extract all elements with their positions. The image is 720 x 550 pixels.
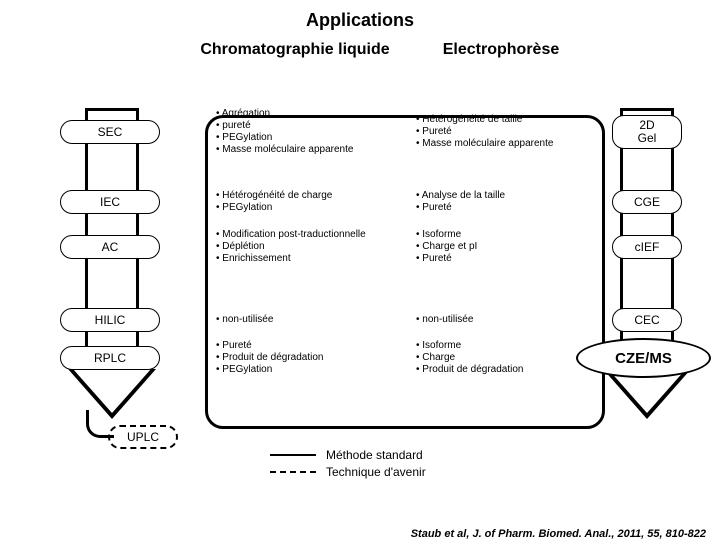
label-iec: IEC [60, 190, 160, 214]
ep-rplc: • Isoforme • Charge • Produit de dégrada… [416, 340, 596, 376]
label-czems: CZE/MS [576, 338, 711, 378]
middle-panel [205, 115, 605, 429]
label-hilic: HILIC [60, 308, 160, 332]
label-ac: AC [60, 235, 160, 259]
lc-rplc: • Pureté • Produit de dégradation • PEGy… [216, 340, 396, 376]
label-2dgel: 2D Gel [612, 115, 682, 149]
lc-hilic: • non-utilisée [216, 314, 396, 326]
row-hilic: HILIC • non-utilisée • non-utilisée CEC [0, 308, 720, 332]
page-title: Applications [0, 10, 720, 31]
lc-iec: • Hétérogénéité de charge • PEGylation [216, 190, 396, 214]
lc-ac: • Modification post-traductionnelle • Dé… [216, 229, 396, 265]
label-cge: CGE [612, 190, 682, 214]
dashed-line-icon [270, 471, 316, 473]
lc-sec: • Agrégation • pureté • PEGylation • Mas… [216, 108, 396, 156]
left-arrow-head-fill [73, 369, 151, 413]
row-sec: SEC • Agrégation • pureté • PEGylation •… [0, 120, 720, 144]
label-cief: cIEF [612, 235, 682, 259]
label-rplc: RPLC [60, 346, 160, 370]
label-uplc: UPLC [108, 425, 178, 449]
row-rplc: RPLC • Pureté • Produit de dégradation •… [0, 346, 720, 370]
legend-dashed: Technique d'avenir [270, 465, 426, 479]
legend-solid: Méthode standard [270, 448, 426, 462]
label-cec: CEC [612, 308, 682, 332]
header-ep: Electrophorèse [406, 41, 596, 59]
column-headers: Chromatographie liquide Electrophorèse [0, 41, 720, 59]
ep-hilic: • non-utilisée [416, 314, 596, 326]
legend: Méthode standard Technique d'avenir [270, 448, 426, 482]
label-sec: SEC [60, 120, 160, 144]
ep-sec: • Hétérogénéité de taille • Pureté • Mas… [416, 114, 596, 150]
legend-dashed-text: Technique d'avenir [326, 465, 426, 479]
row-iec: IEC • Hétérogénéité de charge • PEGylati… [0, 190, 720, 214]
ep-ac: • Isoforme • Charge et pI • Pureté [416, 229, 596, 265]
ep-iec: • Analyse de la taille • Pureté [416, 190, 596, 214]
header-lc: Chromatographie liquide [200, 41, 390, 59]
solid-line-icon [270, 454, 316, 456]
citation: Staub et al, J. of Pharm. Biomed. Anal.,… [411, 528, 706, 540]
legend-solid-text: Méthode standard [326, 448, 423, 462]
row-ac: AC • Modification post-traductionnelle •… [0, 235, 720, 259]
